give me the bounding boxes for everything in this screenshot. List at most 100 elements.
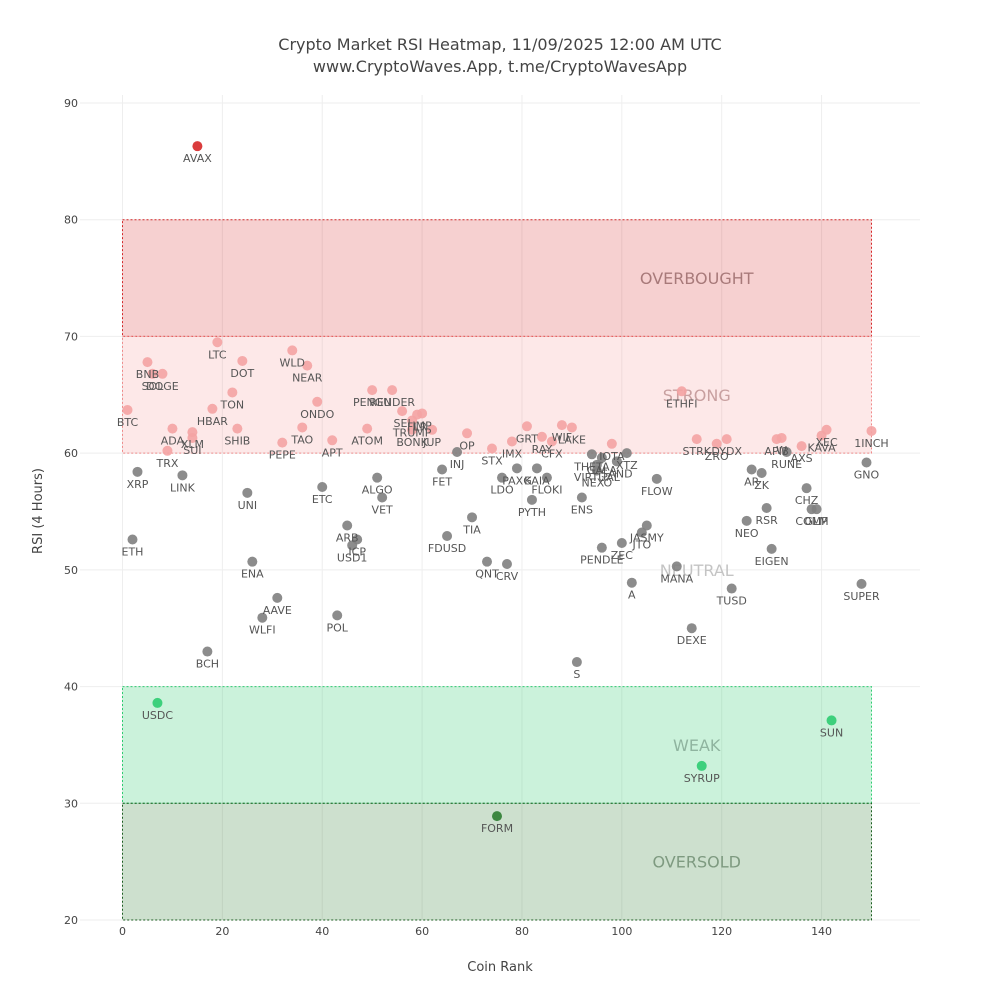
y-tick-label: 90 (64, 97, 78, 110)
y-tick-label: 60 (64, 447, 78, 460)
x-axis-title: Coin Rank (467, 960, 533, 975)
point-crv (501, 559, 512, 570)
point-label-stx: STX (481, 454, 503, 467)
point-dot (237, 355, 248, 366)
point-label-imp: IMP (412, 419, 432, 432)
point-syrup (696, 760, 707, 771)
point-label-ada: ADA (161, 435, 185, 448)
point-pengu (367, 385, 378, 396)
x-tick-label: 0 (119, 925, 126, 938)
point-label-sei: SEI (394, 417, 411, 430)
point-paxg (511, 463, 522, 474)
point-label-ar: AR (744, 475, 760, 488)
point-label-strk: STRK (682, 445, 711, 458)
point-label-dot: DOT (230, 367, 254, 380)
point-label-flow: FLOW (641, 485, 673, 498)
point-bch (202, 646, 213, 657)
point-uni (242, 487, 253, 498)
x-tick-label: 60 (415, 925, 429, 938)
point-fdusd (442, 531, 453, 542)
point-label-btc: BTC (117, 416, 139, 429)
y-tick-label: 70 (64, 330, 78, 343)
point-hbar (207, 403, 218, 414)
point-cfx (546, 436, 557, 447)
point-label-tusd: TUSD (716, 595, 747, 608)
point-chz (801, 483, 812, 494)
point-label-axs: AXS (791, 452, 813, 465)
point-stx (487, 443, 498, 454)
point-iota (606, 438, 617, 449)
point-ena (247, 556, 258, 567)
point-label-neo: NEO (735, 527, 759, 540)
point-label-jup: JUP (422, 436, 441, 449)
point-super (856, 578, 867, 589)
point-label-rsr: RSR (755, 514, 778, 527)
point-label-ltc: LTC (208, 348, 227, 361)
y-tick-label: 30 (64, 797, 78, 810)
point-jasmy (641, 520, 652, 531)
point-label-paxg: PAXG (502, 474, 532, 487)
point-neo (741, 515, 752, 526)
point-ltc (212, 337, 223, 348)
point-label-usd1: USD1 (337, 551, 368, 564)
point-label-pengu: PENGU (353, 396, 391, 409)
point-ethfi (676, 386, 687, 397)
point-label-wld: WLD (280, 356, 305, 369)
point-label-syrup: SYRUP (684, 772, 720, 785)
point-usdc (152, 697, 163, 708)
chart-title: Crypto Market RSI Heatmap, 11/09/2025 12… (278, 35, 721, 54)
point-pendle (596, 542, 607, 553)
point-eigen (766, 543, 777, 554)
point-ar (746, 464, 757, 475)
y-tick-label: 40 (64, 681, 78, 694)
point-algo (372, 472, 383, 483)
point-label-trx: TRX (155, 457, 178, 470)
zone-oversold (122, 802, 872, 921)
point-label-sun: SUN (820, 726, 843, 739)
point-label-nexo: NEXO (582, 477, 613, 490)
point-label-ldo: LDO (490, 484, 514, 497)
point-qnt (482, 556, 493, 567)
point-label-zec: ZEC (611, 549, 633, 562)
y-tick-label: 20 (64, 914, 78, 927)
point-bonk (407, 424, 418, 435)
point-label-aave: AAVE (263, 604, 292, 617)
point-label-kava: KAVA (807, 442, 836, 455)
point-tia (467, 512, 478, 523)
point-label-mana: MANA (660, 572, 693, 585)
point-fet (437, 464, 448, 475)
point-ldo (496, 472, 507, 483)
point-shib (232, 423, 243, 434)
point-label-bnb: BNB (136, 368, 159, 381)
point-label-w: W (776, 444, 787, 457)
point-label-usdc: USDC (142, 709, 174, 722)
point-label-floki: FLOKI (531, 484, 562, 497)
point-wlfi (257, 612, 268, 623)
zone-weak (122, 686, 872, 804)
point-zec (616, 538, 627, 549)
point-label-arb: ARB (336, 532, 359, 545)
point-label-zro: ZRO (705, 450, 729, 463)
point-floki (541, 472, 552, 483)
point-label-tia: TIA (462, 523, 481, 536)
point-label-wlfi: WLFI (249, 624, 276, 637)
point-label-xrp: XRP (127, 478, 149, 491)
point-mana (671, 561, 682, 572)
point-label-pepe: PEPE (269, 449, 296, 462)
point-label-doge: DOGE (146, 380, 179, 393)
point-ondo (312, 396, 323, 407)
point-label-ens: ENS (571, 503, 593, 516)
point-imp (417, 408, 428, 419)
point-label-flr: FLR (407, 421, 427, 434)
point-label-cfx: CFX (541, 447, 563, 460)
point-bnb (142, 357, 153, 368)
point-label-eth: ETH (122, 546, 144, 559)
point-label-kaia: KAIA (524, 474, 550, 487)
point-gala (596, 452, 607, 463)
point-label-lake: LAKE (558, 433, 586, 446)
point-label-ondo: ONDO (300, 408, 334, 421)
point-label-theta: THETA (573, 460, 610, 473)
point-label-sand: SAND (601, 467, 632, 480)
point-label-iota: IOTA (599, 450, 625, 463)
point-label-form: FORM (481, 822, 513, 835)
